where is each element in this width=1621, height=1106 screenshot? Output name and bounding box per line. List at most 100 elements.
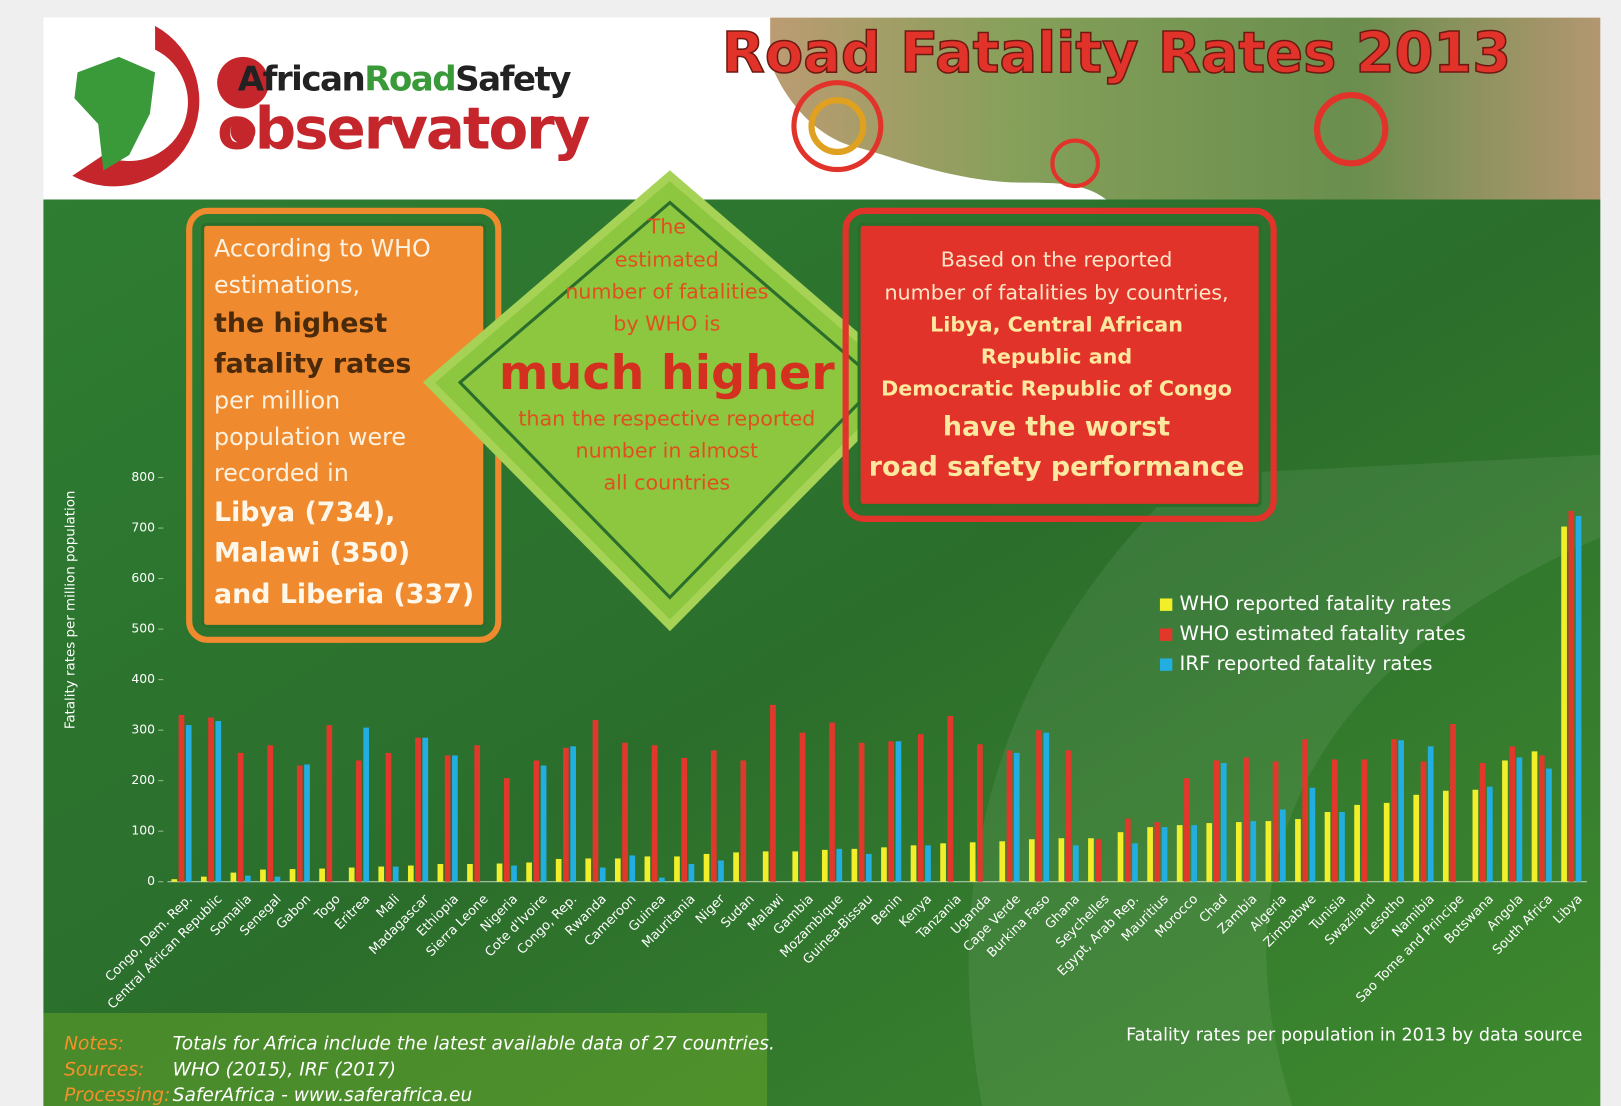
bar	[1532, 751, 1538, 881]
bar	[800, 733, 806, 882]
brand-part: African	[238, 59, 364, 99]
y-tick-label: 300	[131, 722, 155, 737]
y-tick-label: 200	[131, 772, 155, 787]
callout-text: According to WHO	[214, 235, 431, 263]
chart-caption: Fatality rates per population in 2013 by…	[1126, 1026, 1582, 1046]
bar	[275, 877, 281, 882]
bar	[896, 741, 902, 881]
bar	[829, 723, 835, 882]
bar	[1214, 760, 1220, 881]
brand-part: Road	[364, 59, 455, 99]
bar	[1502, 760, 1508, 881]
bar	[593, 720, 599, 882]
callout-text: all countries	[603, 471, 730, 495]
bar	[215, 721, 221, 882]
bar	[260, 870, 266, 882]
bar	[326, 725, 332, 882]
bar	[1568, 511, 1574, 882]
bar	[1147, 827, 1153, 882]
bar	[1132, 843, 1138, 881]
legend-swatch	[1160, 658, 1172, 670]
bar	[1398, 740, 1404, 881]
bar	[704, 854, 710, 882]
note-label: Processing:	[64, 1085, 170, 1106]
callout-text: Libya (734),	[214, 497, 395, 528]
bar	[238, 753, 244, 882]
callout-text: number of fatalities by countries,	[884, 281, 1228, 305]
bar	[888, 741, 894, 881]
bar	[171, 879, 177, 882]
bar	[415, 738, 421, 882]
callout-text: by WHO is	[613, 312, 720, 336]
note-text: Totals for Africa include the latest ava…	[173, 1033, 775, 1054]
legend-label: WHO estimated fatality rates	[1180, 622, 1466, 645]
bar	[1029, 839, 1035, 881]
bar	[290, 869, 296, 882]
bar	[1450, 724, 1456, 882]
bar	[1125, 819, 1131, 882]
bar	[792, 851, 798, 881]
bar	[1088, 838, 1094, 881]
bar	[1162, 827, 1168, 882]
bar	[836, 849, 842, 882]
bar	[541, 766, 547, 882]
bar	[645, 856, 651, 881]
callout-text: and Liberia (337)	[214, 579, 474, 610]
bar	[408, 866, 414, 882]
bar	[1473, 790, 1479, 882]
bar	[1191, 825, 1197, 882]
bar	[999, 841, 1005, 881]
note-label: Sources:	[64, 1059, 144, 1080]
bar	[556, 859, 562, 882]
bar	[711, 750, 717, 881]
main-title: Road Fatality Rates 2013	[722, 21, 1511, 86]
bar	[718, 860, 724, 881]
bar	[1361, 759, 1367, 881]
callout-text: Based on the reported	[941, 247, 1173, 271]
bar	[467, 864, 473, 882]
bar	[1354, 805, 1360, 882]
bar	[1221, 763, 1227, 882]
callout-text: Democratic Republic of Congo	[881, 377, 1232, 401]
legend-swatch	[1160, 598, 1172, 610]
bar	[822, 850, 828, 882]
callout-text: estimated	[615, 247, 719, 271]
legend-swatch	[1160, 628, 1172, 640]
bar	[186, 725, 192, 882]
bar	[866, 854, 872, 882]
bar	[1280, 809, 1286, 881]
bar	[615, 858, 621, 881]
note-text: WHO (2015), IRF (2017)	[173, 1059, 396, 1080]
callout-text: Republic and	[981, 345, 1132, 369]
callout-text: than the respective reported	[518, 407, 815, 431]
infographic: AfricanRoadSafety observatory Road Fatal…	[0, 0, 1621, 1106]
bar	[1302, 739, 1308, 881]
callout-text: number of fatalities	[565, 280, 768, 304]
bar	[422, 738, 428, 882]
bar	[1546, 769, 1552, 882]
bar	[600, 868, 606, 882]
bar	[526, 863, 532, 882]
bar	[629, 855, 635, 881]
callout-text: fatality rates	[214, 348, 411, 379]
bar	[1310, 788, 1316, 882]
callout-text: per million	[214, 387, 340, 415]
callout-text: number in almost	[575, 439, 758, 463]
bar	[918, 734, 924, 882]
bar	[1428, 746, 1434, 881]
note-label: Notes:	[64, 1033, 124, 1054]
bar	[1413, 795, 1419, 882]
bar	[1036, 730, 1042, 882]
bar	[763, 851, 769, 881]
callout-text: recorded in	[214, 459, 349, 487]
callout-text: estimations,	[214, 271, 360, 299]
brand-part: Safety	[455, 59, 571, 99]
bar	[245, 876, 251, 882]
bar	[378, 867, 384, 882]
bar	[770, 705, 776, 882]
bar	[570, 746, 576, 881]
legend-label: IRF reported fatality rates	[1180, 652, 1433, 675]
bar	[1243, 757, 1249, 881]
bar	[319, 869, 325, 882]
bar	[1487, 787, 1493, 882]
